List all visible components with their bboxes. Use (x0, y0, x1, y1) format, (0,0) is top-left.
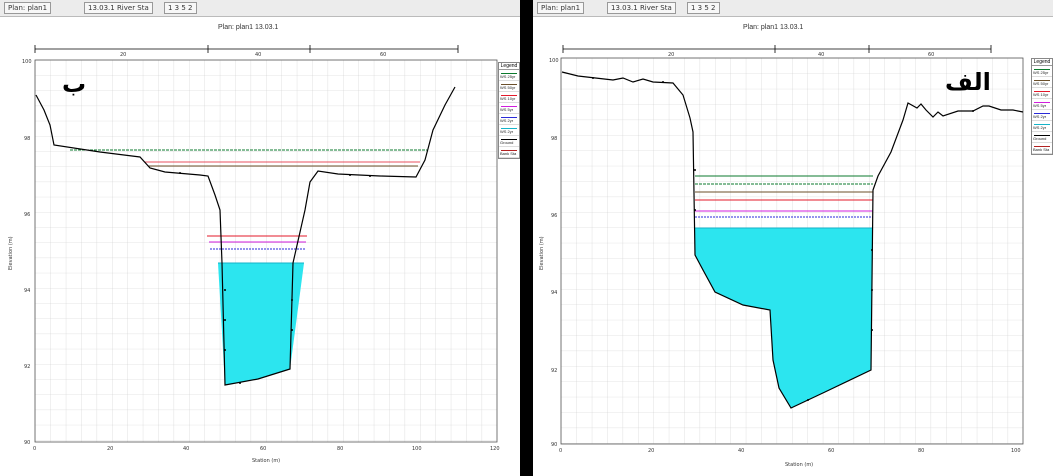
legend-item: WS 10yr (499, 92, 519, 103)
legend-item: WS 50yr (1032, 77, 1052, 88)
x-tick: 20 (107, 446, 113, 452)
x-tick: 60 (828, 448, 834, 454)
legend-item: WS 5yr (499, 103, 519, 114)
legend-item: WS 50yr (499, 81, 519, 92)
y-tick: 94 (24, 288, 30, 294)
y-tick: 92 (24, 364, 30, 370)
legend: Legend WS 25yr WS 50yr WS 10yr WS 5yr WS… (1031, 58, 1053, 155)
top-tick: 40 (255, 52, 261, 58)
y-tick: 100 (22, 59, 32, 65)
plot-area (34, 59, 498, 443)
legend-item: Bank Sta (499, 147, 519, 158)
y-tick: 100 (549, 58, 559, 64)
y-tick: 96 (551, 213, 557, 219)
legend-title: Legend (1032, 59, 1052, 66)
panel-label: ب (62, 70, 87, 98)
x-tick: 0 (559, 448, 562, 454)
y-tick: 90 (24, 440, 30, 446)
toolbar: Plan: plan1 13.03.1 River Sta 1 3 5 2 (533, 0, 1053, 17)
chart-title: Plan: plan1 13.03.1 (743, 24, 804, 31)
water-fill (218, 263, 304, 385)
x-axis-label: Station (m) (252, 458, 280, 464)
cross-section-panel-left: Plan: plan1 13.03.1 River Sta 1 3 5 2 Pl… (0, 0, 520, 476)
water-fill (695, 228, 873, 408)
cross-section-chart: 20 40 60 0 20 40 60 80 100 120 Station (… (8, 45, 500, 464)
plan-selector[interactable]: Plan: plan1 (537, 2, 585, 14)
cross-section-panel-right: Plan: plan1 13.03.1 River Sta 1 3 5 2 Pl… (533, 0, 1053, 476)
x-tick: 20 (648, 448, 654, 454)
y-tick: 94 (551, 290, 557, 296)
toolbar: Plan: plan1 13.03.1 River Sta 1 3 5 2 (0, 0, 520, 17)
top-tick: 20 (120, 52, 126, 58)
top-tick: 40 (818, 52, 824, 58)
x-tick: 40 (183, 446, 189, 452)
legend-title: Legend (499, 63, 519, 70)
legend-item: WS 25yr (1032, 66, 1052, 77)
y-tick: 90 (551, 442, 557, 448)
plan-selector[interactable]: Plan: plan1 (4, 2, 52, 14)
legend-item: WS 25yr (499, 70, 519, 81)
x-tick: 80 (918, 448, 924, 454)
legend-item: WS 2yr (1032, 121, 1052, 132)
legend-item: Bank Sta (1032, 143, 1052, 154)
profile-selector[interactable]: 1 3 5 2 (687, 2, 720, 14)
legend-item: WS 2yr (499, 114, 519, 125)
y-tick: 92 (551, 368, 557, 374)
top-tick: 60 (928, 52, 934, 58)
x-tick: 100 (412, 446, 422, 452)
panel-label: الف (945, 68, 991, 96)
cross-section-chart: 20 40 60 0 20 40 60 80 100 Station (m) 1… (539, 45, 1024, 468)
legend-item: WS 2yr (1032, 110, 1052, 121)
ground-line (561, 71, 1024, 409)
x-tick: 60 (260, 446, 266, 452)
x-tick: 0 (33, 446, 36, 452)
x-tick: 100 (1011, 448, 1021, 454)
profile-selector[interactable]: 1 3 5 2 (164, 2, 197, 14)
legend-item: WS 10yr (1032, 88, 1052, 99)
chart-title: Plan: plan1 13.03.1 (218, 24, 279, 31)
river-station-selector[interactable]: 13.03.1 River Sta (84, 2, 153, 14)
ground-line (35, 86, 456, 386)
y-axis-label: Elevation (m) (539, 236, 545, 270)
x-tick: 80 (337, 446, 343, 452)
top-tick: 20 (668, 52, 674, 58)
x-axis-label: Station (m) (785, 462, 813, 468)
legend-item: Ground (1032, 132, 1052, 143)
y-tick: 98 (551, 136, 557, 142)
river-station-selector[interactable]: 13.03.1 River Sta (607, 2, 676, 14)
y-tick: 98 (24, 136, 30, 142)
y-tick: 96 (24, 212, 30, 218)
x-tick: 120 (490, 446, 500, 452)
legend-item: WS 5yr (1032, 99, 1052, 110)
legend-item: Ground (499, 136, 519, 147)
top-tick: 60 (380, 52, 386, 58)
legend: Legend WS 25yr WS 50yr WS 10yr WS 5yr WS… (498, 62, 520, 159)
y-axis-label: Elevation (m) (8, 236, 14, 270)
legend-item: WS 2yr (499, 125, 519, 136)
x-tick: 40 (738, 448, 744, 454)
